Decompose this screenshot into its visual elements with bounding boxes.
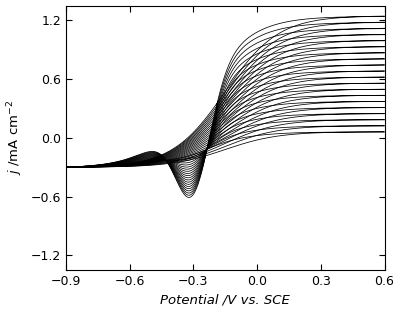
Y-axis label: $j$ /mA cm$^{-2}$: $j$ /mA cm$^{-2}$ xyxy=(6,100,25,175)
X-axis label: Potential /V vs. SCE: Potential /V vs. SCE xyxy=(160,294,290,306)
